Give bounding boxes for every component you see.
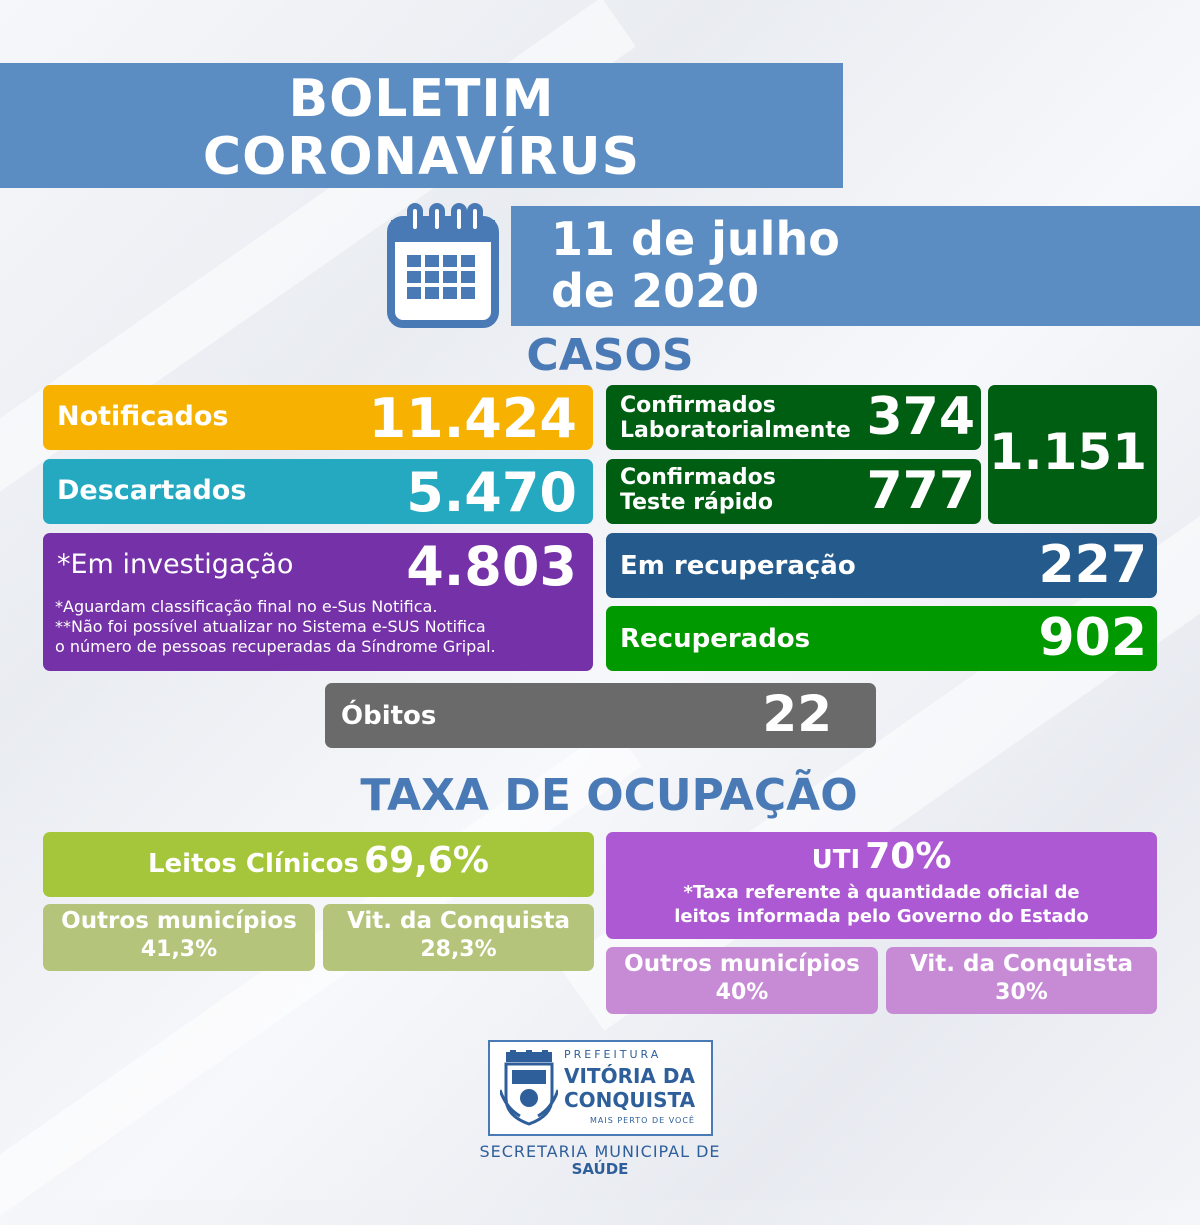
leitos-clinicos-label: Leitos Clínicos (147, 849, 359, 879)
recuperados-value: 902 (1038, 608, 1147, 668)
em-recuperacao-value: 227 (1038, 535, 1147, 595)
descartados-label: Descartados (57, 475, 247, 506)
leitos-outros-value: 41,3% (140, 937, 218, 962)
confirmados-total-card: 1.151 (988, 385, 1157, 524)
obitos-card: Óbitos 22 (325, 683, 876, 748)
leitos-vit-label: Vit. da Conquista (347, 908, 570, 934)
uti-note-2: leitos informada pelo Governo do Estado (674, 906, 1089, 927)
em-recuperacao-card: Em recuperação 227 (606, 533, 1157, 598)
leitos-vit-card: Vit. da Conquista 28,3% (323, 904, 594, 971)
descartados-value: 5.470 (406, 461, 577, 524)
date-line-1: 11 de julho (551, 212, 840, 266)
confirmados-lab-card: Confirmados Laboratorialmente 374 (606, 385, 981, 450)
confirmados-rapido-label-1: Confirmados (620, 465, 776, 490)
notificados-value: 11.424 (368, 387, 577, 450)
confirmados-rapido-value: 777 (866, 461, 975, 521)
uti-vit-card: Vit. da Conquista 30% (886, 947, 1157, 1014)
uti-vit-value: 30% (995, 980, 1048, 1005)
investigacao-value: 4.803 (406, 535, 577, 598)
uti-outros-value: 40% (715, 980, 769, 1005)
uti-card: UTI 70% *Taxa referente à quantidade ofi… (606, 832, 1157, 939)
section-title-ocupacao: TAXA DE OCUPAÇÃO (360, 770, 858, 821)
logo-city-line-1: VITÓRIA DA (564, 1064, 695, 1088)
confirmados-lab-label-2: Laboratorialmente (620, 418, 851, 443)
uti-note-1: *Taxa referente à quantidade oficial de (683, 882, 1080, 903)
secretaria-line-1: SECRETARIA MUNICIPAL DE (479, 1142, 721, 1161)
leitos-outros-label: Outros municípios (61, 908, 297, 934)
leitos-vit-value: 28,3% (420, 937, 497, 962)
uti-outros-label: Outros municípios (624, 951, 860, 977)
logo-slogan: MAIS PERTO DE VOCÊ (590, 1116, 695, 1125)
title-line-1: BOLETIM (288, 69, 555, 129)
investigacao-card: *Em investigação 4.803 *Aguardam classif… (43, 533, 593, 671)
investigacao-note-2: **Não foi possível atualizar no Sistema … (55, 617, 486, 636)
calendar-icon (386, 203, 501, 328)
uti-outros-card: Outros municípios 40% (606, 947, 878, 1014)
investigacao-label: *Em investigação (57, 549, 294, 580)
confirmados-lab-value: 374 (866, 387, 975, 447)
prefeitura-logo: PREFEITURA VITÓRIA DA CONQUISTA MAIS PER… (488, 1040, 713, 1136)
uti-value: 70% (865, 836, 952, 877)
title-banner: BOLETIM CORONAVÍRUS (0, 63, 843, 188)
secretaria-line-2: SAÚDE (571, 1160, 629, 1178)
confirmados-total-value: 1.151 (988, 423, 1147, 481)
notificados-label: Notificados (57, 401, 229, 432)
leitos-clinicos-title: Leitos Clínicos 69,6% (43, 840, 594, 881)
leitos-outros-card: Outros municípios 41,3% (43, 904, 315, 971)
title-line-2: CORONAVÍRUS (202, 127, 641, 187)
investigacao-note-3: o número de pessoas recuperadas da Síndr… (55, 637, 496, 656)
leitos-clinicos-card: Leitos Clínicos 69,6% (43, 832, 594, 897)
recuperados-card: Recuperados 902 (606, 606, 1157, 671)
date-banner: 11 de julho de 2020 (511, 206, 1200, 326)
descartados-card: Descartados 5.470 (43, 459, 593, 524)
coat-of-arms-icon (498, 1050, 560, 1126)
leitos-clinicos-value: 69,6% (364, 840, 489, 881)
em-recuperacao-label: Em recuperação (620, 551, 856, 581)
recuperados-label: Recuperados (620, 624, 811, 654)
confirmados-rapido-card: Confirmados Teste rápido 777 (606, 459, 981, 524)
uti-label: UTI (811, 845, 861, 875)
obitos-label: Óbitos (341, 701, 437, 731)
logo-city-line-2: CONQUISTA (564, 1088, 696, 1112)
uti-vit-label: Vit. da Conquista (910, 951, 1133, 977)
confirmados-lab-label-1: Confirmados (620, 393, 776, 418)
notificados-card: Notificados 11.424 (43, 385, 593, 450)
section-title-casos: CASOS (526, 330, 694, 381)
logo-prefeitura: PREFEITURA (564, 1048, 662, 1061)
investigacao-note-1: *Aguardam classificação final no e-Sus N… (55, 597, 438, 616)
confirmados-rapido-label-2: Teste rápido (620, 490, 774, 515)
date-line-2: de 2020 (551, 264, 760, 318)
obitos-value: 22 (762, 685, 832, 743)
uti-title: UTI 70% (606, 836, 1157, 877)
